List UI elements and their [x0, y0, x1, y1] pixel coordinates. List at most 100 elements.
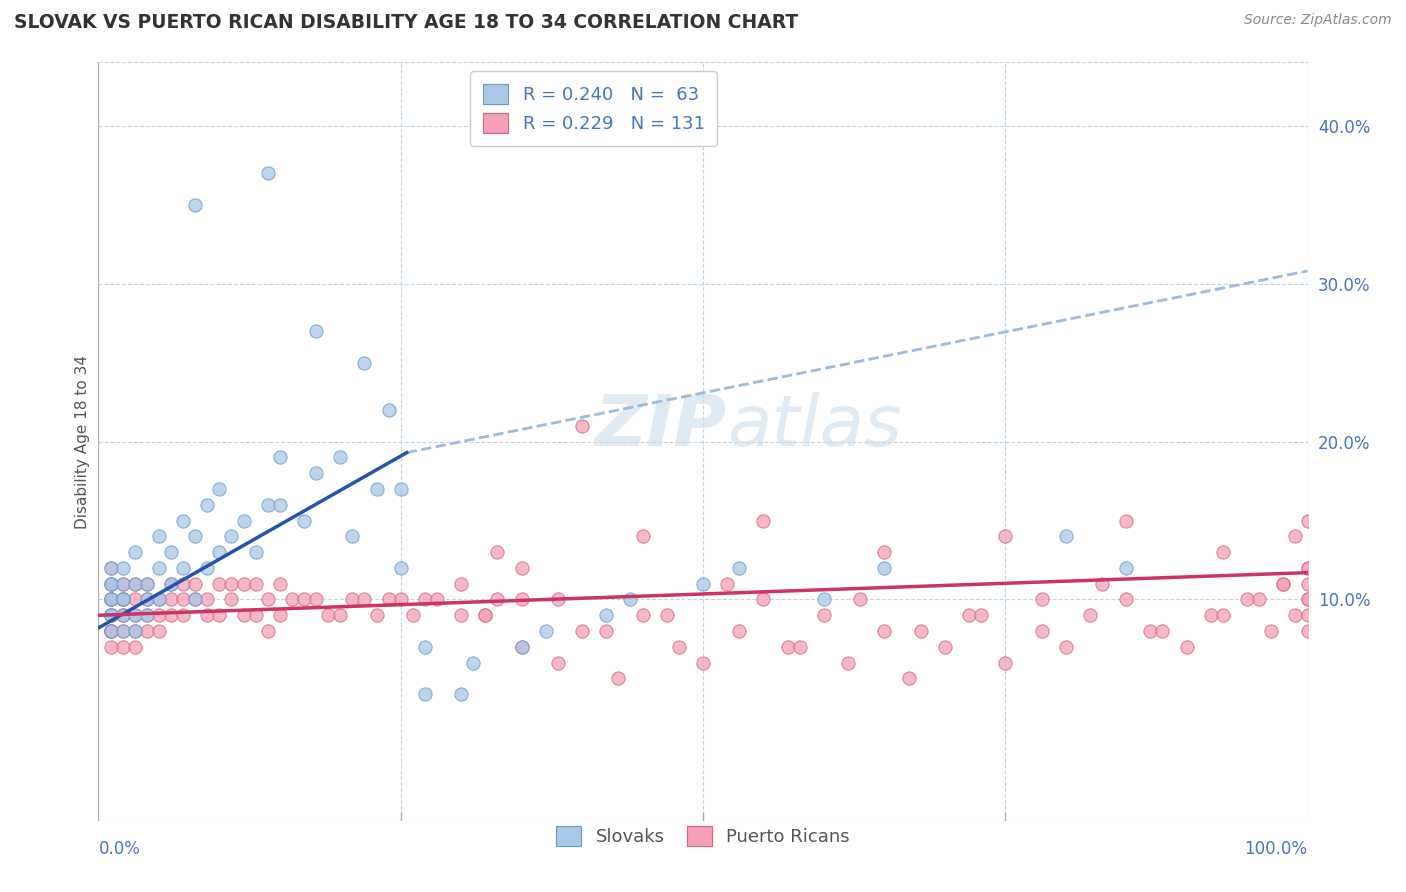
Point [389, 561, 412, 575]
Point [245, 608, 267, 623]
Point [1272, 576, 1295, 591]
Point [547, 656, 569, 670]
Point [111, 561, 134, 575]
Point [413, 640, 436, 654]
Point [450, 687, 472, 701]
Point [292, 592, 315, 607]
Point [776, 640, 799, 654]
Point [873, 545, 896, 559]
Point [970, 608, 993, 623]
Point [1031, 624, 1053, 639]
Point [619, 592, 641, 607]
Point [1236, 592, 1258, 607]
Point [571, 624, 593, 639]
Point [281, 592, 304, 607]
Point [160, 608, 183, 623]
Point [111, 576, 134, 591]
Point [292, 514, 315, 528]
Point [135, 576, 157, 591]
Point [910, 624, 932, 639]
Point [377, 592, 399, 607]
Point [389, 482, 412, 496]
Point [692, 576, 714, 591]
Point [1139, 624, 1161, 639]
Point [100, 608, 122, 623]
Point [195, 498, 218, 512]
Point [135, 592, 157, 607]
Point [195, 561, 218, 575]
Point [100, 592, 122, 607]
Point [148, 592, 170, 607]
Point [221, 576, 243, 591]
Point [184, 529, 207, 543]
Point [269, 498, 291, 512]
Point [1212, 608, 1234, 623]
Point [1115, 592, 1137, 607]
Point [221, 529, 243, 543]
Point [873, 624, 896, 639]
Point [1260, 624, 1282, 639]
Point [172, 514, 194, 528]
Point [256, 592, 278, 607]
Point [716, 576, 738, 591]
Point [486, 545, 509, 559]
Point [342, 592, 364, 607]
Point [1296, 561, 1319, 575]
Point [172, 561, 194, 575]
Point [100, 608, 122, 623]
Point [510, 640, 533, 654]
Point [111, 592, 134, 607]
Point [148, 608, 170, 623]
Point [510, 561, 533, 575]
Point [813, 608, 835, 623]
Point [100, 624, 122, 639]
Point [1152, 624, 1174, 639]
Point [208, 482, 231, 496]
Text: ZIP: ZIP [595, 392, 727, 461]
Point [184, 592, 207, 607]
Point [389, 592, 412, 607]
Point [595, 608, 617, 623]
Point [100, 576, 122, 591]
Text: atlas: atlas [727, 392, 901, 461]
Point [221, 592, 243, 607]
Point [111, 608, 134, 623]
Point [269, 576, 291, 591]
Point [1031, 592, 1053, 607]
Point [195, 592, 218, 607]
Point [184, 592, 207, 607]
Point [1115, 561, 1137, 575]
Point [1296, 592, 1319, 607]
Point [100, 561, 122, 575]
Point [849, 592, 872, 607]
Point [994, 656, 1017, 670]
Point [100, 561, 122, 575]
Point [789, 640, 811, 654]
Point [100, 624, 122, 639]
Point [100, 608, 122, 623]
Point [366, 608, 388, 623]
Point [316, 608, 339, 623]
Point [148, 624, 170, 639]
Point [124, 640, 146, 654]
Point [1212, 545, 1234, 559]
Point [208, 608, 231, 623]
Point [160, 576, 183, 591]
Point [474, 608, 496, 623]
Text: Source: ZipAtlas.com: Source: ZipAtlas.com [1244, 13, 1392, 28]
Point [655, 608, 678, 623]
Point [692, 656, 714, 670]
Point [1115, 514, 1137, 528]
Point [377, 403, 399, 417]
Point [148, 529, 170, 543]
Point [1296, 592, 1319, 607]
Point [413, 592, 436, 607]
Point [232, 576, 254, 591]
Point [934, 640, 956, 654]
Point [256, 498, 278, 512]
Point [1296, 576, 1319, 591]
Point [124, 624, 146, 639]
Point [571, 418, 593, 433]
Point [111, 592, 134, 607]
Point [269, 450, 291, 465]
